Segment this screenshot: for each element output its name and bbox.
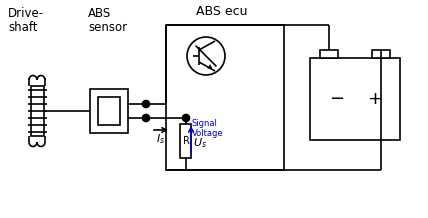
Bar [98,97,120,125]
Text: ABS
sensor: ABS sensor [88,7,127,34]
Text: Drive-
shaft: Drive- shaft [8,7,44,34]
Circle shape [143,114,149,121]
Bar [181,124,191,158]
Text: $I_s$: $I_s$ [156,132,165,146]
Bar [372,50,390,58]
Circle shape [182,114,190,121]
Bar [310,58,400,140]
Bar [166,25,284,170]
Text: +: + [367,90,382,108]
Text: R: R [183,136,190,146]
Text: Signal
Voltage: Signal Voltage [192,119,223,138]
Bar [90,89,128,133]
Text: ABS ecu: ABS ecu [196,5,247,18]
Bar [320,50,338,58]
Text: −: − [330,90,345,108]
Circle shape [143,100,149,107]
Text: $U_s$: $U_s$ [193,136,207,150]
Bar [31,86,44,136]
